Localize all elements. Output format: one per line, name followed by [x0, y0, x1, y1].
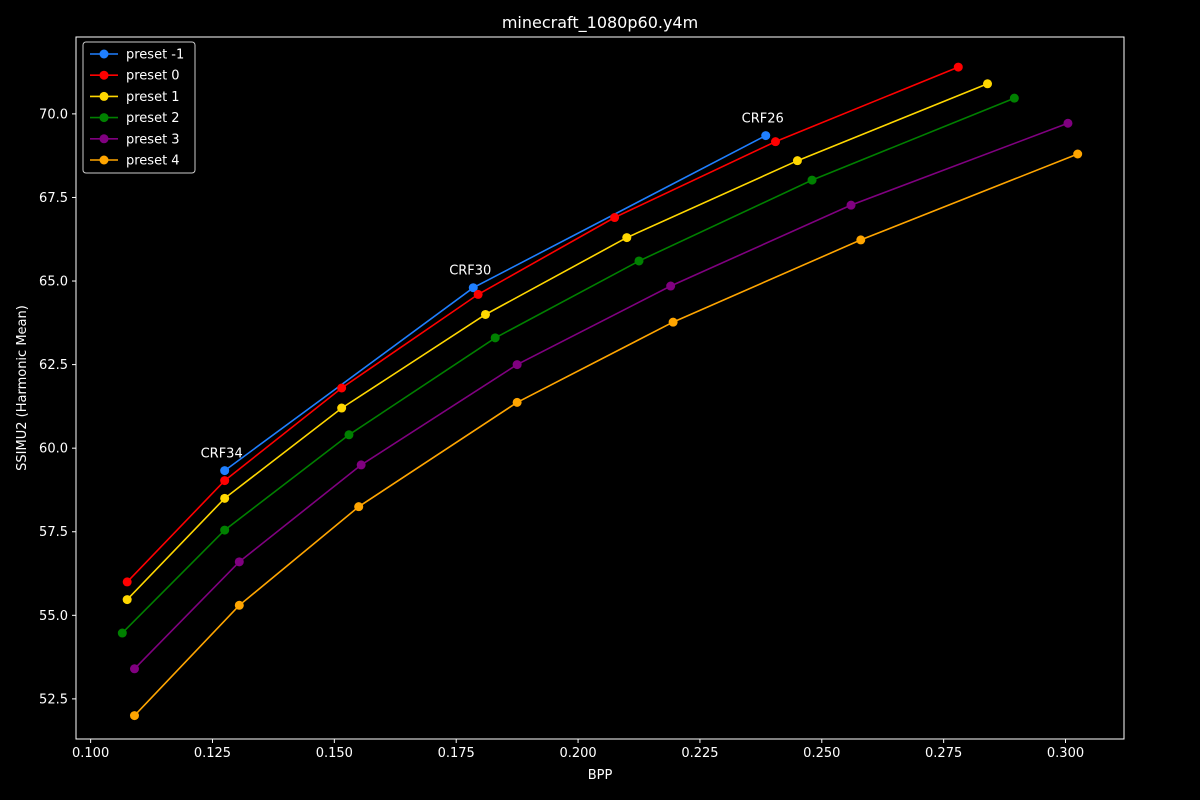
legend-marker — [99, 70, 109, 80]
plot-area-frame — [75, 36, 1125, 740]
y-tick-label: 52.5 — [39, 692, 68, 707]
legend-label: preset 2 — [126, 111, 180, 126]
y-tick-label: 70.0 — [39, 107, 68, 122]
y-tick-label: 62.5 — [39, 358, 68, 373]
data-point — [129, 711, 139, 721]
x-tick-label: 0.125 — [194, 746, 231, 761]
y-tick-label: 57.5 — [39, 525, 68, 540]
legend-item: preset 4 — [90, 154, 180, 169]
data-point — [770, 137, 780, 147]
legend-marker — [99, 49, 109, 59]
series-presetminus1 — [220, 131, 771, 476]
x-axis-ticks: 0.100 0.125 0.150 0.175 0.200 0.225 0.250 0.275… — [72, 739, 1084, 761]
data-point — [512, 397, 522, 407]
annotation-layer: CRF34 CRF30 CRF26 — [201, 112, 784, 462]
y-axis-label: SSIMU2 (Harmonic Mean) — [15, 305, 30, 471]
y-tick-label: 60.0 — [39, 442, 68, 457]
legend-item: preset 3 — [90, 132, 180, 147]
data-point — [856, 235, 866, 245]
legend-label: preset 3 — [126, 132, 180, 147]
data-point — [234, 600, 244, 610]
legend-marker — [99, 91, 109, 101]
legend: preset -1 preset 0 preset 1 preset 2 preset … — [82, 41, 196, 174]
crf-annotation: CRF30 — [449, 264, 491, 279]
legend-marker — [99, 134, 109, 144]
legend-item: preset -1 — [90, 48, 184, 63]
data-point — [344, 430, 354, 440]
data-point — [220, 466, 230, 476]
data-point — [512, 360, 522, 370]
x-tick-label: 0.150 — [316, 746, 353, 761]
data-point — [666, 281, 676, 291]
data-point — [356, 460, 366, 470]
series-layer — [117, 62, 1083, 721]
data-point — [1063, 118, 1073, 128]
data-point — [468, 283, 478, 293]
data-point — [953, 62, 963, 72]
data-point — [1073, 149, 1083, 159]
data-point — [792, 156, 802, 166]
data-point — [1009, 93, 1019, 103]
series-preset2 — [117, 93, 1019, 638]
x-tick-label: 0.200 — [559, 746, 596, 761]
data-point — [122, 577, 132, 587]
x-tick-label: 0.300 — [1047, 746, 1084, 761]
x-tick-label: 0.250 — [803, 746, 840, 761]
crf-annotation: CRF26 — [742, 112, 784, 127]
data-point — [610, 213, 620, 223]
data-point — [480, 309, 490, 319]
data-point — [761, 131, 771, 141]
legend-item: preset 2 — [90, 111, 180, 126]
crf-annotation: CRF34 — [201, 447, 243, 462]
x-axis-label: BPP — [588, 768, 613, 783]
data-point — [473, 289, 483, 299]
data-point — [490, 333, 500, 343]
x-tick-label: 0.275 — [925, 746, 962, 761]
data-point — [354, 502, 364, 512]
data-point — [668, 317, 678, 327]
data-point — [337, 403, 347, 413]
y-axis-ticks: 52.5 55.0 57.5 60.0 62.5 65.0 67.5 70.0 — [39, 107, 76, 707]
data-point — [220, 493, 230, 503]
y-tick-label: 65.0 — [39, 275, 68, 290]
legend-label: preset 1 — [126, 90, 180, 105]
data-point — [846, 200, 856, 210]
legend-marker — [99, 113, 109, 123]
data-point — [129, 664, 139, 674]
legend-label: preset 4 — [126, 154, 180, 169]
data-point — [807, 175, 817, 185]
series-preset3 — [129, 118, 1073, 674]
y-tick-label: 55.0 — [39, 609, 68, 624]
legend-item: preset 1 — [90, 90, 180, 105]
data-point — [220, 525, 230, 535]
data-point — [234, 557, 244, 567]
data-point — [622, 233, 632, 243]
chart-title: minecraft_1080p60.y4m — [502, 13, 698, 33]
x-tick-label: 0.175 — [438, 746, 475, 761]
data-point — [122, 595, 132, 605]
data-point — [634, 256, 644, 266]
legend-label: preset -1 — [126, 48, 184, 63]
x-tick-label: 0.225 — [681, 746, 718, 761]
x-tick-label: 0.100 — [72, 746, 109, 761]
y-tick-label: 67.5 — [39, 191, 68, 206]
legend-marker — [99, 155, 109, 165]
data-point — [337, 383, 347, 393]
data-point — [220, 476, 230, 486]
data-point — [983, 79, 993, 89]
legend-item: preset 0 — [90, 69, 180, 84]
data-point — [117, 628, 127, 638]
series-preset0 — [122, 62, 963, 587]
series-preset1 — [122, 79, 993, 605]
series-preset4 — [129, 149, 1083, 721]
legend-label: preset 0 — [126, 69, 180, 84]
